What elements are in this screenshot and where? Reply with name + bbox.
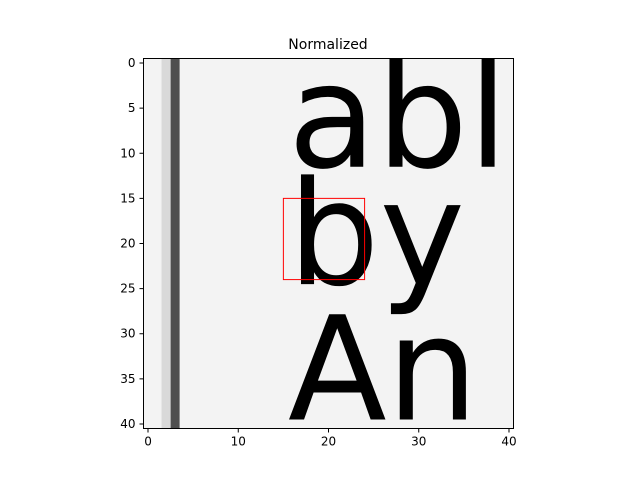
y-tick-label: 25 [120, 282, 135, 296]
image-text-line-2: by [288, 151, 465, 319]
x-tick-label: 10 [231, 435, 246, 449]
x-axis: 0 10 20 30 40 [144, 428, 517, 449]
y-tick-label: 0 [128, 56, 136, 70]
image-text-line-1: abl [288, 34, 508, 202]
image-text-line-3: An [288, 286, 478, 454]
y-tick-label: 10 [120, 146, 135, 160]
vertical-rule [170, 58, 180, 429]
highlight-box [282, 197, 366, 281]
y-tick-label: 20 [120, 237, 135, 251]
chart-title: Normalized [288, 37, 367, 53]
y-tick-label: 40 [120, 417, 135, 431]
vertical-rule-shadow [161, 58, 171, 429]
y-tick-label: 15 [120, 191, 135, 205]
x-tick-label: 0 [144, 435, 152, 449]
x-tick-label: 30 [411, 435, 426, 449]
x-tick-label: 20 [321, 435, 336, 449]
y-tick-label: 5 [128, 101, 136, 115]
heatmap-background [143, 58, 514, 429]
y-axis: 0 5 10 15 20 25 30 35 40 [120, 56, 144, 431]
y-tick-label: 35 [120, 372, 135, 386]
x-tick-label: 40 [501, 435, 516, 449]
y-tick-label: 30 [120, 327, 135, 341]
